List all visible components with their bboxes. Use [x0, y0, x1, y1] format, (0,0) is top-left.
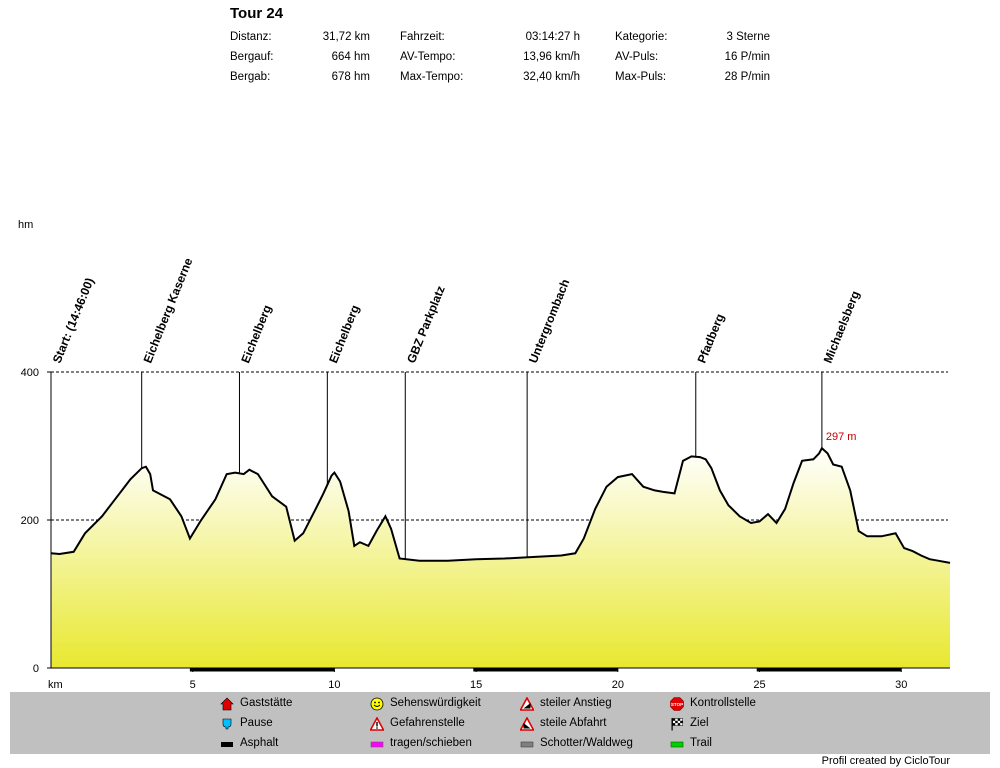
elevation-line [50, 446, 951, 564]
waypoint-label: Start: (14:46:00) [50, 276, 97, 365]
y-tick-label: 400 [21, 367, 39, 379]
x-axis-label: km [48, 679, 63, 691]
waypoint-label: Michaelsberg [821, 289, 863, 365]
y-tick-label: 0 [33, 663, 39, 675]
stat-label: Kategorie: [615, 31, 668, 43]
smiley-icon [370, 697, 384, 711]
stat-value: 678 hm [331, 71, 370, 83]
elevation-area [51, 448, 950, 668]
waypoint-label: Untergrombach [526, 277, 572, 365]
house-icon [220, 697, 234, 711]
x-tick-label: 10 [328, 679, 340, 691]
climb-icon [520, 697, 534, 711]
stat-value: 664 hm [331, 51, 370, 63]
legend-label: tragen/schieben [390, 737, 472, 749]
stat-value: 28 P/min [724, 71, 770, 83]
push-swatch-icon [370, 741, 384, 748]
waypoint-label: Eichelberg [326, 303, 362, 365]
axes: 0 200 400 5 10 15 20 25 30 [21, 367, 950, 691]
warning-icon [370, 717, 384, 731]
stat-value: 32,40 km/h [523, 71, 580, 83]
stat-value: 03:14:27 h [525, 31, 580, 43]
stop-icon: STOP [670, 697, 684, 711]
finish-flag-icon [671, 718, 683, 731]
stat-label: Distanz: [230, 31, 272, 43]
legend-label: Gefahrenstelle [390, 717, 465, 729]
stat-value: 13,96 km/h [523, 51, 580, 63]
elevation-chart: hm km Start: (14:46:00) Eichelberg Kasern… [18, 219, 951, 691]
y-axis-label: hm [18, 219, 33, 231]
cup-icon [222, 718, 232, 730]
stat-label: Max-Tempo: [400, 71, 464, 83]
legend-bar: Gaststätte Pause Asphalt Sehenswürdigkei… [10, 692, 990, 754]
legend-label: Sehenswürdigkeit [390, 697, 481, 709]
gravel-swatch-icon [520, 741, 534, 748]
legend-label: Asphalt [240, 737, 279, 749]
x-tick-label: 5 [190, 679, 196, 691]
trail-swatch-icon [670, 741, 684, 748]
x-tick-label: 15 [470, 679, 482, 691]
legend-label: Kontrollstelle [690, 697, 756, 709]
stat-label: AV-Puls: [615, 51, 659, 63]
legend-label: Trail [690, 737, 712, 749]
stat-label: Fahrzeit: [400, 31, 445, 43]
x-tick-label: 30 [895, 679, 907, 691]
waypoint-label: Eichelberg [238, 303, 274, 365]
stat-value: 3 Sterne [726, 31, 770, 43]
legend-label: Schotter/Waldweg [540, 737, 633, 749]
stat-label: Max-Puls: [615, 71, 667, 83]
x-tick-label: 25 [753, 679, 765, 691]
waypoint-label: Eichelberg Kaserne [140, 256, 195, 365]
legend-label: Gaststätte [240, 697, 293, 709]
legend-label: steiler Anstieg [540, 697, 612, 709]
stat-value: 31,72 km [322, 31, 370, 43]
stop-icon-text: STOP [671, 702, 683, 707]
y-tick-label: 200 [21, 515, 39, 527]
descent-icon [520, 717, 534, 731]
credit-text: Profil created by CicloTour [821, 755, 950, 767]
waypoint-label: GBZ Parkplatz [404, 284, 448, 365]
legend-label: steile Abfahrt [540, 717, 607, 729]
stat-label: AV-Tempo: [400, 51, 456, 63]
stat-label: Bergab: [230, 71, 271, 83]
legend-label: Ziel [690, 717, 709, 729]
legend-label: Pause [240, 717, 273, 729]
tour-title: Tour 24 [230, 5, 284, 22]
stat-value: 16 P/min [724, 51, 770, 63]
stat-label: Bergauf: [230, 51, 274, 63]
peak-label: 297 m [826, 431, 857, 443]
waypoint-label: Pfadberg [695, 312, 727, 365]
x-tick-label: 20 [612, 679, 624, 691]
asphalt-swatch-icon [221, 742, 233, 747]
